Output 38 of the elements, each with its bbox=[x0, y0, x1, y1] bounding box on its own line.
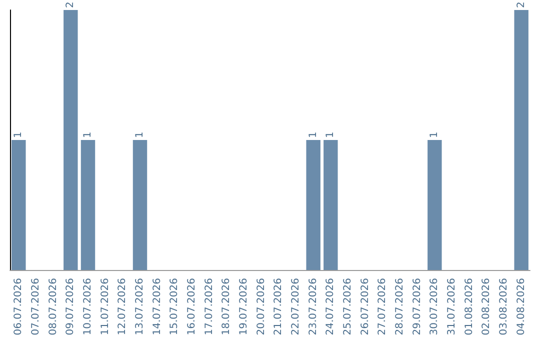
x-tick-label: 22.07.2026 bbox=[290, 278, 302, 336]
x-tick-label: 19.07.2026 bbox=[238, 278, 250, 336]
data-label: 1 bbox=[308, 132, 319, 138]
x-tick-label: 16.07.2026 bbox=[186, 278, 198, 336]
x-tick-label: 09.07.2026 bbox=[65, 278, 76, 336]
x-tick-label: 21.07.2026 bbox=[273, 278, 284, 336]
x-tick-label: 07.07.2026 bbox=[30, 278, 42, 336]
x-tick-label: 27.07.2026 bbox=[377, 278, 388, 336]
x-tick-label: 13.07.2026 bbox=[134, 278, 146, 336]
x-tick-label: 24.07.2026 bbox=[325, 278, 336, 336]
x-tick-label: 08.07.2026 bbox=[48, 278, 59, 336]
data-label: 1 bbox=[82, 132, 94, 138]
data-label: 1 bbox=[13, 132, 24, 138]
x-tick-label: 03.08.2026 bbox=[498, 278, 510, 336]
x-tick-label: 30.07.2026 bbox=[429, 278, 440, 336]
x-tick-label: 17.07.2026 bbox=[204, 278, 215, 336]
x-tick-label: 31.07.2026 bbox=[446, 278, 458, 336]
data-label: 1 bbox=[325, 132, 336, 138]
x-tick-label: 25.07.2026 bbox=[342, 278, 354, 336]
x-tick-label: 18.07.2026 bbox=[221, 278, 232, 336]
x-tick-label: 12.07.2026 bbox=[117, 278, 128, 336]
x-tick-label: 20.07.2026 bbox=[256, 278, 267, 336]
x-tick-label: 11.07.2026 bbox=[100, 278, 111, 336]
x-tick-label: 02.08.2026 bbox=[481, 278, 492, 336]
x-tick-label: 23.07.2026 bbox=[308, 278, 319, 336]
x-tick-label: 06.07.2026 bbox=[13, 278, 24, 336]
data-label: 2 bbox=[65, 2, 76, 8]
x-tick-label: 29.07.2026 bbox=[412, 278, 423, 336]
data-label: 2 bbox=[516, 2, 527, 8]
x-tick-label: 15.07.2026 bbox=[169, 278, 180, 336]
data-label: 1 bbox=[134, 132, 146, 138]
x-tick-label: 04.08.2026 bbox=[516, 278, 527, 336]
x-tick-label: 01.08.2026 bbox=[464, 278, 475, 336]
x-tick-label: 26.07.2026 bbox=[360, 278, 371, 336]
x-tick-label: 28.07.2026 bbox=[394, 278, 406, 336]
x-tick-label: 14.07.2026 bbox=[152, 278, 163, 336]
x-tick-label: 10.07.2026 bbox=[82, 278, 94, 336]
data-label: 1 bbox=[429, 132, 440, 138]
